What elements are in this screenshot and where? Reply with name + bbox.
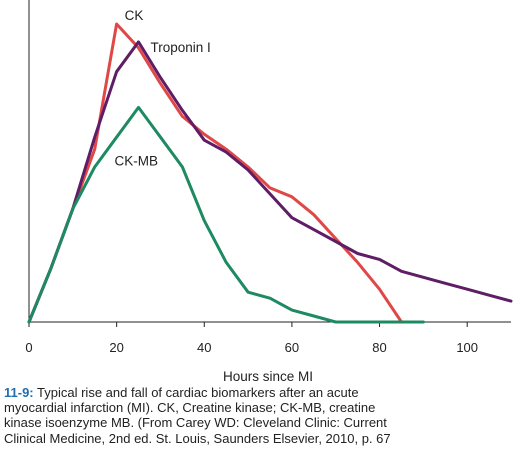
x-tick-label: 20 <box>109 340 123 355</box>
biomarker-line-chart: 0 20 40 60 80 100 CK Troponin I CK-MB Hours sin… <box>25 0 513 384</box>
x-axis-title: Hours since MI <box>223 369 313 384</box>
figure-number: 11-9: <box>4 385 34 400</box>
x-tick-label: 40 <box>197 340 211 355</box>
x-axis-ticks: 0 20 40 60 80 100 <box>25 322 478 355</box>
figure-caption: 11-9: Typical rise and fall of cardiac b… <box>4 385 525 451</box>
series-line-troponin-i <box>27 40 513 324</box>
series-labels: CK Troponin I CK-MB <box>115 8 211 168</box>
caption-line-3: kinase isoenzyme MB. (From Carey WD: Cle… <box>4 415 387 431</box>
series-line-ck-mb <box>27 105 425 324</box>
series-lines <box>27 22 513 324</box>
series-label: CK <box>125 8 144 23</box>
x-tick-label: 60 <box>285 340 299 355</box>
x-tick-label: 100 <box>456 340 478 355</box>
caption-line-2: myocardial infarction (MI). CK, Creatine… <box>4 400 376 416</box>
x-tick-label: 80 <box>372 340 386 355</box>
x-tick-label: 0 <box>25 340 32 355</box>
series-label: CK-MB <box>115 153 159 168</box>
series-label: Troponin I <box>151 40 211 55</box>
caption-text-1: Typical rise and fall of cardiac biomark… <box>37 385 359 400</box>
caption-line-4: Clinical Medicine, 2nd ed. St. Louis, Sa… <box>4 430 391 446</box>
caption-line-1: 11-9: Typical rise and fall of cardiac b… <box>4 385 525 400</box>
